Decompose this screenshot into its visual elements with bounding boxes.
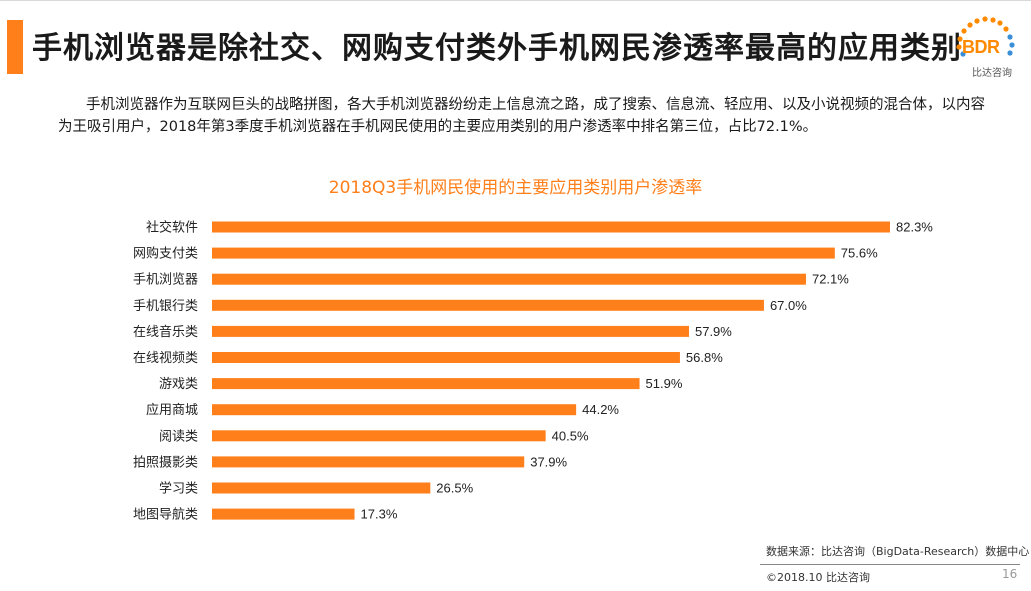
value-label: 44.2% [582, 402, 619, 417]
title-accent-bar [7, 20, 23, 74]
description-paragraph: 手机浏览器作为互联网巨头的战略拼图，各大手机浏览器纷纷走上信息流之路，成了搜索、… [58, 97, 985, 135]
data-source: 数据来源：比达咨询（BigData-Research）数据中心 [766, 545, 1030, 558]
category-label: 拍照摄影类 [133, 455, 198, 470]
value-label: 57.9% [695, 324, 732, 339]
category-label: 在线音乐类 [133, 324, 198, 340]
chart-title: 2018Q3手机网民使用的主要应用类别用户渗透率 [328, 178, 703, 198]
copyright: ©2018.10 比达咨询 [766, 571, 870, 584]
logo-subtitle: 比达咨询 [972, 68, 1012, 79]
bdr-logo: BDR 比达咨询 [950, 15, 1018, 81]
bar [212, 430, 546, 442]
value-label: 67.0% [770, 298, 807, 313]
category-label: 手机银行类 [133, 299, 198, 314]
bar [212, 299, 764, 311]
bar-chart: 社交软件 82.3% 网购支付类 75.6% 手机浏览器 72.1% 手机银行类 67.0% 在… [133, 220, 933, 523]
value-label: 75.6% [841, 246, 878, 261]
category-label: 地图导航类 [133, 507, 198, 523]
bar [212, 482, 431, 494]
bar [212, 378, 640, 390]
bar [212, 352, 680, 363]
value-label: 17.3% [361, 507, 398, 522]
value-label: 82.3% [896, 220, 933, 235]
category-label: 社交软件 [146, 220, 198, 236]
bar [212, 221, 890, 233]
value-label: 26.5% [436, 481, 473, 496]
bar [212, 247, 835, 259]
logo-dots-icon [956, 16, 1015, 57]
footer-divider [760, 564, 1020, 565]
page-number: 16 [1002, 567, 1018, 581]
bar [212, 404, 577, 416]
category-label: 游戏类 [159, 377, 198, 392]
category-label: 学习类 [159, 481, 198, 497]
category-label: 手机浏览器 [133, 272, 198, 288]
value-label: 72.1% [812, 272, 849, 287]
page-title: 手机浏览器是除社交、网购支付类外手机网民渗透率最高的应用类别 [32, 31, 962, 66]
bar [212, 273, 806, 285]
bar [212, 508, 355, 520]
logo-text: BDR [962, 37, 1000, 57]
category-label: 网购支付类 [133, 246, 198, 262]
category-label: 在线视频类 [133, 351, 198, 366]
bar [212, 325, 689, 337]
bar [212, 456, 525, 468]
category-label: 应用商城 [146, 402, 198, 418]
value-label: 40.5% [552, 428, 589, 443]
value-label: 51.9% [646, 376, 683, 391]
category-label: 阅读类 [159, 429, 198, 444]
value-label: 56.8% [686, 350, 723, 365]
value-label: 37.9% [530, 454, 567, 469]
